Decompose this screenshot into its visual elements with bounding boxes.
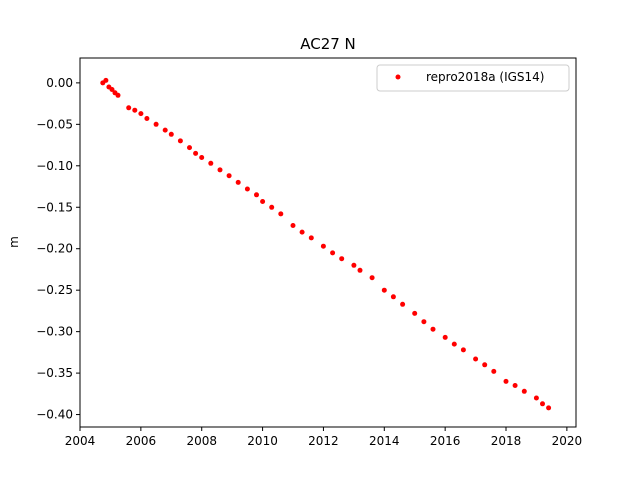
data-point <box>260 199 266 204</box>
data-point <box>460 347 466 353</box>
y-tick-label: −0.30 <box>36 325 73 339</box>
data-point <box>177 138 183 144</box>
data-point <box>299 229 305 235</box>
x-axis: 2004 2006 2008 2010 2012 2014 2016 2018 2020 <box>65 427 582 448</box>
y-tick-label: 0.00 <box>46 76 73 90</box>
data-point <box>308 235 314 241</box>
data-point <box>533 395 539 401</box>
data-point <box>153 121 159 127</box>
y-tick-label: −0.20 <box>36 242 73 256</box>
data-point <box>144 116 150 121</box>
data-point <box>369 275 375 281</box>
data-point <box>503 378 509 384</box>
data-point <box>473 356 479 362</box>
plot-area <box>100 77 552 411</box>
data-point <box>482 362 488 368</box>
data-point <box>235 179 241 185</box>
data-point <box>330 250 336 256</box>
x-tick-label: 2020 <box>552 434 583 448</box>
data-point <box>400 301 406 307</box>
data-point <box>269 204 275 210</box>
y-tick-label: −0.05 <box>36 117 73 131</box>
data-point <box>430 326 436 332</box>
x-tick-label: 2012 <box>308 434 339 448</box>
y-axis: 0.00 −0.05 −0.10 −0.15 −0.20 −0.25 −0.30 −0.35 −… <box>36 76 80 422</box>
data-point <box>351 262 357 268</box>
legend-box <box>376 64 570 92</box>
data-point <box>162 127 168 133</box>
data-point <box>421 319 427 325</box>
data-point <box>320 243 326 249</box>
data-point <box>512 383 518 388</box>
y-tick-label: −0.25 <box>36 283 73 297</box>
data-point <box>540 401 545 407</box>
data-point <box>199 155 205 160</box>
y-axis-label: m <box>7 236 21 248</box>
y-tick-label: −0.15 <box>36 200 73 214</box>
x-tick-label: 2010 <box>247 434 278 448</box>
legend-marker <box>395 74 401 80</box>
data-point <box>138 111 144 117</box>
data-point <box>126 105 132 111</box>
x-tick-label: 2014 <box>369 434 400 448</box>
chart-title: AC27 N <box>300 35 356 53</box>
data-point <box>244 186 250 192</box>
data-point <box>491 368 497 374</box>
x-tick-label: 2006 <box>126 434 157 448</box>
data-point <box>390 294 396 300</box>
data-point <box>109 87 115 92</box>
y-tick-label: −0.35 <box>36 366 73 380</box>
data-point <box>412 310 418 316</box>
data-point <box>193 150 199 156</box>
data-point <box>278 211 284 217</box>
data-point <box>290 223 296 228</box>
data-point <box>208 160 214 166</box>
data-point <box>357 267 363 273</box>
data-point <box>442 334 448 340</box>
x-tick-label: 2008 <box>186 434 217 448</box>
data-point <box>168 131 174 137</box>
data-point <box>115 92 121 98</box>
y-tick-label: −0.40 <box>36 408 73 422</box>
data-point <box>187 145 192 151</box>
data-point <box>217 167 223 173</box>
data-point <box>521 388 527 394</box>
x-tick-label: 2016 <box>430 434 461 448</box>
data-point <box>254 192 259 198</box>
data-point <box>546 405 552 411</box>
x-tick-label: 2004 <box>65 434 96 448</box>
legend: repro2018a (IGS14) <box>376 64 570 92</box>
data-point <box>103 77 109 83</box>
y-tick-label: −0.10 <box>36 159 73 173</box>
data-point <box>381 287 387 293</box>
data-point <box>132 107 138 113</box>
data-point <box>226 173 232 179</box>
plot-frame <box>79 57 577 428</box>
data-point <box>451 341 457 347</box>
x-tick-label: 2018 <box>491 434 522 448</box>
data-point <box>339 256 345 262</box>
legend-label: repro2018a (IGS14) <box>426 70 544 84</box>
